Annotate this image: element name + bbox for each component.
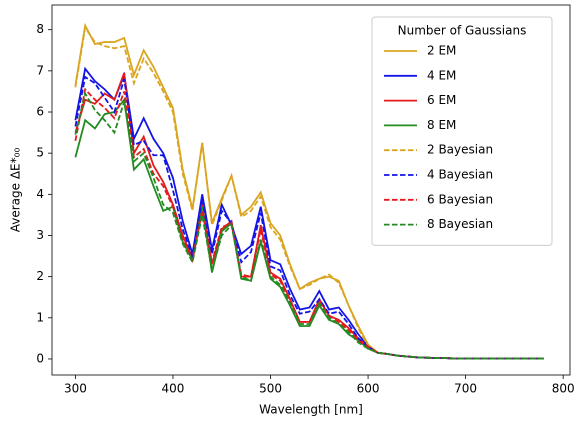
legend-label: 4 EM bbox=[427, 68, 456, 82]
y-tick-label: 6 bbox=[36, 105, 44, 119]
y-axis-label: Average ΔE*₀₀ bbox=[9, 148, 23, 233]
x-tick-label: 400 bbox=[162, 382, 185, 396]
series-line bbox=[74, 25, 544, 360]
y-tick-label: 5 bbox=[36, 146, 44, 160]
y-tick-label: 0 bbox=[36, 351, 44, 365]
legend-label: 2 EM bbox=[427, 44, 456, 58]
x-tick-label: 500 bbox=[259, 382, 282, 396]
legend-label: 4 Bayesian bbox=[427, 168, 493, 182]
legend-label: 8 EM bbox=[427, 118, 456, 132]
y-tick-label: 1 bbox=[36, 310, 44, 324]
x-tick-label: 800 bbox=[552, 382, 575, 396]
y-tick-label: 4 bbox=[36, 187, 44, 201]
legend-label: 6 Bayesian bbox=[427, 192, 493, 206]
x-tick-label: 600 bbox=[357, 382, 380, 396]
y-tick-label: 2 bbox=[36, 269, 44, 283]
legend-label: 6 EM bbox=[427, 93, 456, 107]
legend-label: 2 Bayesian bbox=[427, 143, 493, 157]
y-tick-label: 8 bbox=[36, 22, 44, 36]
legend-title: Number of Gaussians bbox=[398, 24, 527, 38]
legend-box bbox=[371, 16, 553, 246]
series-line bbox=[74, 75, 544, 360]
series-line bbox=[74, 91, 544, 360]
x-axis-label: Wavelength [nm] bbox=[259, 403, 363, 417]
plot-frame bbox=[51, 4, 571, 376]
y-tick-label: 3 bbox=[36, 228, 44, 242]
x-tick-label: 300 bbox=[64, 382, 87, 396]
x-tick-label: 700 bbox=[454, 382, 477, 396]
legend-label: 8 Bayesian bbox=[427, 217, 493, 231]
y-tick-label: 7 bbox=[36, 63, 44, 77]
